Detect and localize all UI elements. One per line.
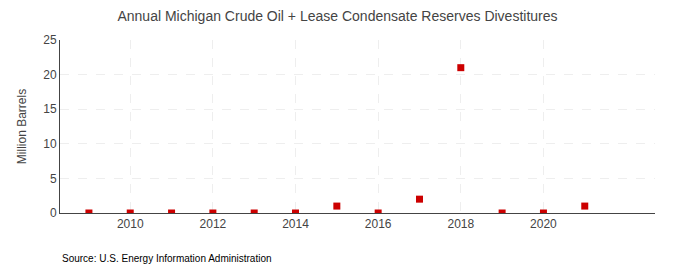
svg-text:10: 10 — [43, 137, 57, 151]
svg-text:0: 0 — [50, 206, 57, 220]
svg-text:Source: U.S. Energy Informatio: Source: U.S. Energy Information Administ… — [62, 253, 272, 264]
svg-text:2020: 2020 — [530, 217, 557, 231]
svg-text:2016: 2016 — [365, 217, 392, 231]
svg-text:2018: 2018 — [447, 217, 474, 231]
svg-text:2014: 2014 — [282, 217, 309, 231]
svg-text:20: 20 — [43, 68, 57, 82]
svg-text:5: 5 — [50, 172, 57, 186]
svg-text:2012: 2012 — [200, 217, 227, 231]
svg-text:Million Barrels: Million Barrels — [15, 89, 29, 164]
svg-text:Annual Michigan Crude Oil + Le: Annual Michigan Crude Oil + Lease Conden… — [117, 8, 557, 24]
svg-text:15: 15 — [43, 102, 57, 116]
svg-text:25: 25 — [43, 33, 57, 47]
svg-text:2010: 2010 — [117, 217, 144, 231]
